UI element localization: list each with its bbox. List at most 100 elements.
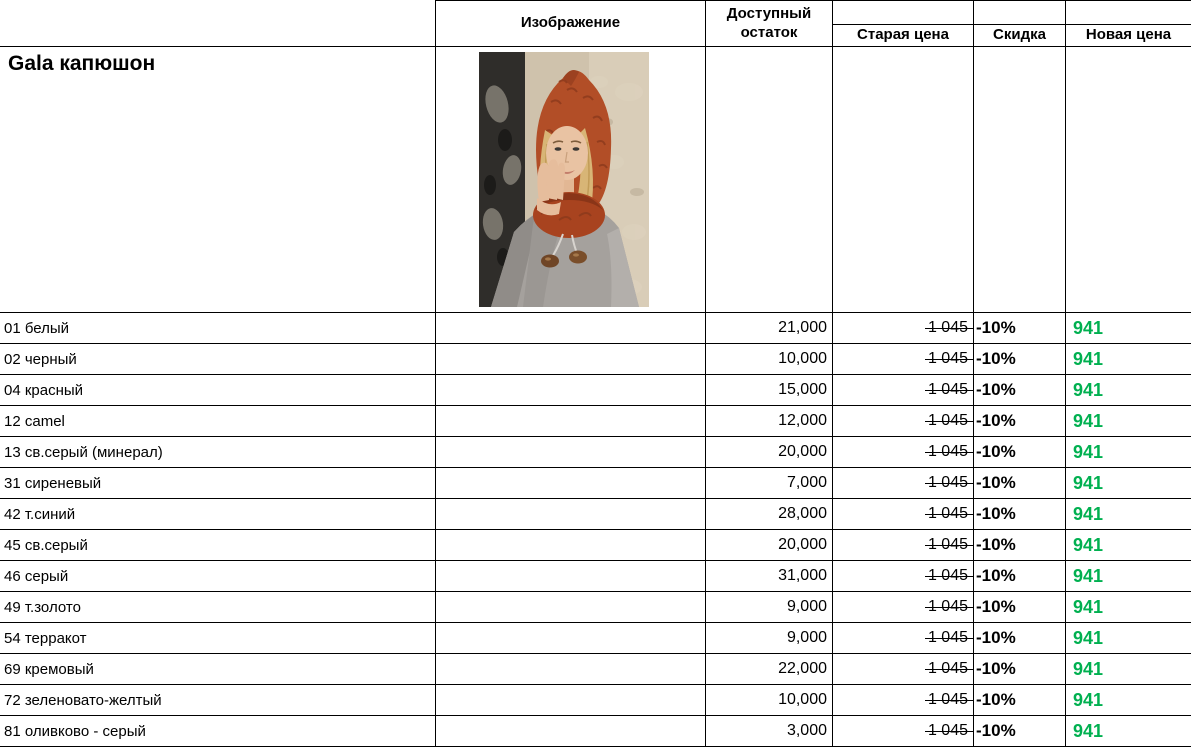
- cell-new-price[interactable]: 941: [1065, 623, 1191, 654]
- cell-image-empty[interactable]: [435, 716, 705, 747]
- cell-discount[interactable]: -10%: [973, 716, 1065, 747]
- header-old-price-cell[interactable]: Старая цена: [832, 25, 973, 47]
- cell-color-name[interactable]: 49 т.золото: [0, 592, 435, 623]
- cell-stock[interactable]: 12,000: [705, 406, 832, 437]
- cell-image-empty[interactable]: [435, 592, 705, 623]
- cell-old-price[interactable]: 1 045: [832, 716, 973, 747]
- product-old-price-empty-cell[interactable]: [832, 47, 973, 313]
- cell-discount[interactable]: -10%: [973, 468, 1065, 499]
- cell-stock[interactable]: 15,000: [705, 375, 832, 406]
- cell-old-price[interactable]: 1 045: [832, 654, 973, 685]
- cell-new-price[interactable]: 941: [1065, 561, 1191, 592]
- cell-new-price[interactable]: 941: [1065, 406, 1191, 437]
- cell-color-name[interactable]: 42 т.синий: [0, 499, 435, 530]
- cell-discount[interactable]: -10%: [973, 561, 1065, 592]
- cell-image-empty[interactable]: [435, 375, 705, 406]
- cell-discount[interactable]: -10%: [973, 406, 1065, 437]
- cell-stock[interactable]: 9,000: [705, 623, 832, 654]
- cell-stock[interactable]: 20,000: [705, 437, 832, 468]
- cell-color-name[interactable]: 81 оливково - серый: [0, 716, 435, 747]
- cell-stock[interactable]: 3,000: [705, 716, 832, 747]
- header-image-cell[interactable]: Изображение: [435, 0, 705, 47]
- cell-image-empty[interactable]: [435, 623, 705, 654]
- header-empty-new-price[interactable]: [1065, 0, 1191, 25]
- cell-image-empty[interactable]: [435, 530, 705, 561]
- cell-old-price[interactable]: 1 045: [832, 375, 973, 406]
- cell-color-name[interactable]: 01 белый: [0, 313, 435, 344]
- cell-old-price[interactable]: 1 045: [832, 437, 973, 468]
- cell-discount[interactable]: -10%: [973, 375, 1065, 406]
- cell-stock[interactable]: 10,000: [705, 344, 832, 375]
- cell-stock[interactable]: 21,000: [705, 313, 832, 344]
- cell-new-price[interactable]: 941: [1065, 592, 1191, 623]
- product-discount-empty-cell[interactable]: [973, 47, 1065, 313]
- cell-new-price[interactable]: 941: [1065, 530, 1191, 561]
- cell-stock[interactable]: 9,000: [705, 592, 832, 623]
- cell-discount[interactable]: -10%: [973, 344, 1065, 375]
- cell-new-price[interactable]: 941: [1065, 499, 1191, 530]
- cell-new-price[interactable]: 941: [1065, 437, 1191, 468]
- header-discount-cell[interactable]: Скидка: [973, 25, 1065, 47]
- cell-new-price[interactable]: 941: [1065, 313, 1191, 344]
- cell-discount[interactable]: -10%: [973, 437, 1065, 468]
- cell-stock[interactable]: 7,000: [705, 468, 832, 499]
- cell-new-price[interactable]: 941: [1065, 654, 1191, 685]
- cell-image-empty[interactable]: [435, 499, 705, 530]
- cell-color-name[interactable]: 12 camel: [0, 406, 435, 437]
- cell-old-price[interactable]: 1 045: [832, 344, 973, 375]
- cell-stock[interactable]: 10,000: [705, 685, 832, 716]
- cell-color-name[interactable]: 04 красный: [0, 375, 435, 406]
- product-title-cell[interactable]: Gala капюшон: [0, 47, 435, 313]
- cell-image-empty[interactable]: [435, 406, 705, 437]
- header-empty-old-price[interactable]: [832, 0, 973, 25]
- header-name-cell[interactable]: [0, 0, 435, 47]
- cell-discount[interactable]: -10%: [973, 530, 1065, 561]
- cell-old-price[interactable]: 1 045: [832, 530, 973, 561]
- cell-discount[interactable]: -10%: [973, 592, 1065, 623]
- header-empty-discount[interactable]: [973, 0, 1065, 25]
- cell-color-name[interactable]: 72 зеленовато-желтый: [0, 685, 435, 716]
- cell-old-price[interactable]: 1 045: [832, 592, 973, 623]
- cell-new-price[interactable]: 941: [1065, 344, 1191, 375]
- cell-image-empty[interactable]: [435, 437, 705, 468]
- cell-new-price[interactable]: 941: [1065, 468, 1191, 499]
- cell-stock[interactable]: 28,000: [705, 499, 832, 530]
- cell-image-empty[interactable]: [435, 468, 705, 499]
- product-stock-empty-cell[interactable]: [705, 47, 832, 313]
- cell-image-empty[interactable]: [435, 344, 705, 375]
- cell-discount[interactable]: -10%: [973, 654, 1065, 685]
- cell-stock[interactable]: 22,000: [705, 654, 832, 685]
- cell-image-empty[interactable]: [435, 313, 705, 344]
- cell-image-empty[interactable]: [435, 685, 705, 716]
- cell-color-name[interactable]: 31 сиреневый: [0, 468, 435, 499]
- cell-color-name[interactable]: 46 серый: [0, 561, 435, 592]
- cell-color-name[interactable]: 45 св.серый: [0, 530, 435, 561]
- cell-old-price[interactable]: 1 045: [832, 406, 973, 437]
- header-new-price-cell[interactable]: Новая цена: [1065, 25, 1191, 47]
- product-image-cell[interactable]: [435, 47, 705, 313]
- cell-stock[interactable]: 31,000: [705, 561, 832, 592]
- cell-old-price[interactable]: 1 045: [832, 623, 973, 654]
- cell-old-price[interactable]: 1 045: [832, 685, 973, 716]
- cell-stock[interactable]: 20,000: [705, 530, 832, 561]
- cell-discount[interactable]: -10%: [973, 623, 1065, 654]
- cell-image-empty[interactable]: [435, 561, 705, 592]
- cell-color-name[interactable]: 69 кремовый: [0, 654, 435, 685]
- header-stock-cell[interactable]: Доступный остаток: [705, 0, 832, 47]
- cell-discount[interactable]: -10%: [973, 685, 1065, 716]
- cell-new-price[interactable]: 941: [1065, 716, 1191, 747]
- cell-color-name[interactable]: 13 св.серый (минерал): [0, 437, 435, 468]
- cell-discount[interactable]: -10%: [973, 313, 1065, 344]
- cell-discount[interactable]: -10%: [973, 499, 1065, 530]
- cell-new-price[interactable]: 941: [1065, 375, 1191, 406]
- cell-old-price[interactable]: 1 045: [832, 313, 973, 344]
- cell-new-price[interactable]: 941: [1065, 685, 1191, 716]
- product-new-price-empty-cell[interactable]: [1065, 47, 1191, 313]
- cell-old-price[interactable]: 1 045: [832, 561, 973, 592]
- cell-old-price[interactable]: 1 045: [832, 499, 973, 530]
- cell-old-price[interactable]: 1 045: [832, 468, 973, 499]
- product-photo[interactable]: [479, 52, 649, 307]
- cell-color-name[interactable]: 54 терракот: [0, 623, 435, 654]
- cell-image-empty[interactable]: [435, 654, 705, 685]
- cell-color-name[interactable]: 02 черный: [0, 344, 435, 375]
